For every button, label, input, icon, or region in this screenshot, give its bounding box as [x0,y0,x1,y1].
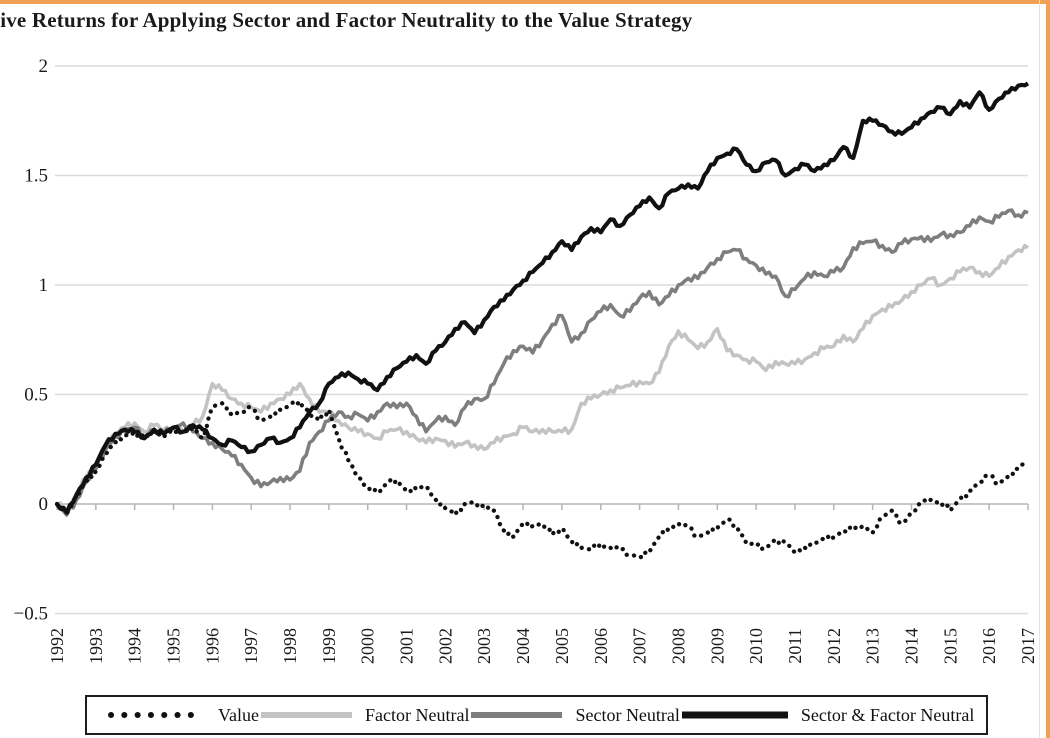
x-tick-label: 2017 [1018,628,1038,664]
x-tick-label: 2005 [552,628,572,664]
x-tick-label: 2002 [435,628,455,664]
x-tick-label: 2008 [668,628,688,664]
legend-item-sector-neutral: Sector Neutral [469,704,680,726]
line-chart-plot-area: 21.510.50−0.5 1992 1993 1994 1995 1996 1997 19… [14,56,1038,664]
page-border-top [0,0,1050,4]
x-tick-label: 2009 [707,628,727,664]
x-tick-label: 2010 [746,628,766,664]
x-tick-label: 1998 [280,628,300,664]
legend-item-sector-factor-neutral: Sector & Factor Neutral [680,705,974,726]
x-tick-label: 2013 [863,628,883,664]
x-tick-label: 1999 [319,628,339,664]
x-tick-label: 2001 [397,628,417,664]
x-tick-label: 1994 [125,628,145,664]
legend-label-sector-neutral: Sector Neutral [575,704,680,725]
y-tick-label: 1 [39,275,49,296]
series-line-value [54,398,1031,560]
page-edge-line [1039,0,1040,738]
legend-item-value: Value [107,705,259,726]
legend-item-factor-neutral: Factor Neutral [259,705,469,726]
light-gray-line-swatch-icon [260,712,352,718]
x-tick-label: 2003 [474,628,494,664]
x-tick-label: 1997 [241,628,261,664]
chart-title: tive Returns for Applying Sector and Fac… [0,8,693,32]
legend-label-value: Value [218,704,259,725]
y-axis-tick-labels: 2 1.5 1 0.5 0 −0.5 [14,56,48,625]
legend-label-factor-neutral: Factor Neutral [364,704,470,725]
x-tick-label: 1992 [47,628,67,664]
page-border-right [1046,0,1050,738]
series-line-sector-factor-neutral [55,81,1030,515]
x-tick-label: 1996 [202,628,222,664]
x-tick-label: 2004 [513,628,533,664]
y-tick-label: 2 [39,56,49,77]
chart-legend: Value Factor Neutral Sector Neutral Sect… [85,695,988,735]
legend-label-sector-factor-neutral: Sector & Factor Neutral [800,704,975,725]
x-tick-label: 2007 [630,628,650,664]
x-tick-label: 2000 [358,628,378,664]
x-tick-label: 2006 [591,628,611,664]
x-tick-label: 2015 [940,628,960,664]
data-series-lines [54,81,1031,560]
x-tick-label: 2014 [901,628,921,664]
gray-line-swatch-icon [471,712,563,718]
x-tick-label: 2011 [785,628,805,663]
y-tick-label: 0 [39,494,49,515]
x-tick-label: 2016 [979,628,999,664]
gridlines [55,65,1029,615]
y-tick-label: 0.5 [24,385,48,406]
dotted-line-swatch-icon [108,712,206,718]
black-line-swatch-icon [681,711,788,719]
series-line-sector-neutral [55,208,1029,517]
x-tick-label: 1993 [86,628,106,664]
y-tick-label: 1.5 [24,166,48,187]
x-tick-label: 1995 [164,628,184,664]
series-line-factor-neutral [56,243,1030,513]
x-tick-label: 2012 [824,628,844,664]
x-axis-tick-labels: 1992 1993 1994 1995 1996 1997 1998 1999 2000 2001… [47,628,1038,664]
y-tick-label: −0.5 [14,604,48,625]
